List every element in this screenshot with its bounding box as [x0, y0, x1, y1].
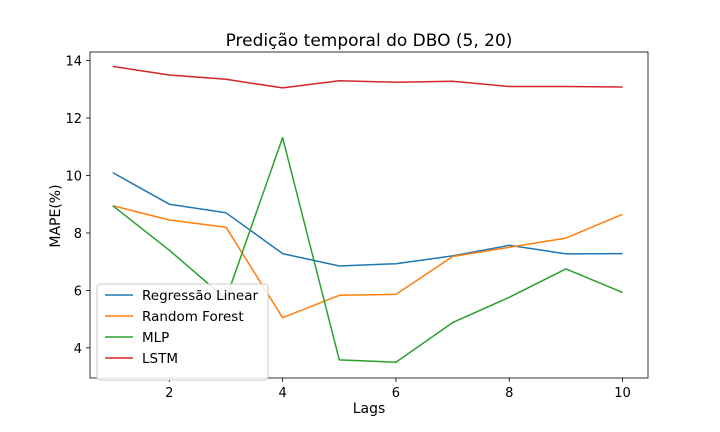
legend-label-0: Regressão Linear	[142, 288, 259, 304]
series-line-0	[112, 171, 623, 267]
x-axis-label: Lags	[353, 401, 386, 417]
legend-label-3: LSTM	[142, 351, 178, 367]
y-tick-label-3: 10	[65, 170, 82, 185]
y-tick-label-4: 12	[65, 112, 82, 127]
legend-label-1: Random Forest	[142, 309, 244, 325]
legend: Regressão Linear Random Forest MLP LSTM	[96, 283, 269, 381]
x-tick-label-0: 2	[165, 386, 173, 401]
legend-label-2: MLP	[142, 330, 169, 346]
plot-area: 2 4 6 8 10 4 6 8 10 12 14	[65, 51, 649, 401]
y-tick-label-0: 4	[74, 342, 82, 357]
chart-title: Predição temporal do DBO (5, 20)	[226, 31, 513, 51]
y-tick-label-2: 8	[74, 227, 82, 242]
series-line-2	[112, 136, 623, 363]
x-tick-label-4: 10	[614, 386, 631, 401]
legend-box	[96, 283, 269, 381]
axes-frame	[89, 51, 649, 379]
y-tick-label-1: 6	[74, 284, 82, 299]
x-tick-label-1: 4	[278, 386, 286, 401]
y-axis-label: MAPE(%)	[48, 184, 64, 247]
x-tick-label-3: 8	[505, 386, 513, 401]
series-line-3	[112, 65, 623, 89]
x-tick-label-2: 6	[392, 386, 400, 401]
y-tick-label-5: 14	[65, 55, 82, 70]
series-line-1	[112, 204, 623, 319]
